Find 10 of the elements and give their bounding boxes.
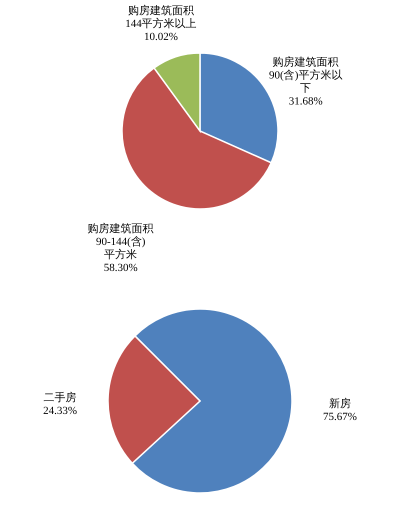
data-label: 10.02% bbox=[144, 31, 178, 44]
slice-label: 二手房 bbox=[44, 391, 77, 404]
data-label: 75.67% bbox=[323, 410, 357, 423]
slice-label: 购房建筑面积90-144(含)平方米 bbox=[88, 222, 154, 261]
slice-label: 新房 bbox=[328, 396, 351, 410]
data-label: 31.68% bbox=[288, 95, 323, 108]
data-label: 24.33% bbox=[43, 405, 77, 418]
slice-label: 购房建筑面积90(含)平方米以下 bbox=[269, 55, 342, 94]
data-label: 58.30% bbox=[104, 262, 138, 274]
slice-label: 购房建筑面积144平方米以上 bbox=[125, 4, 197, 30]
